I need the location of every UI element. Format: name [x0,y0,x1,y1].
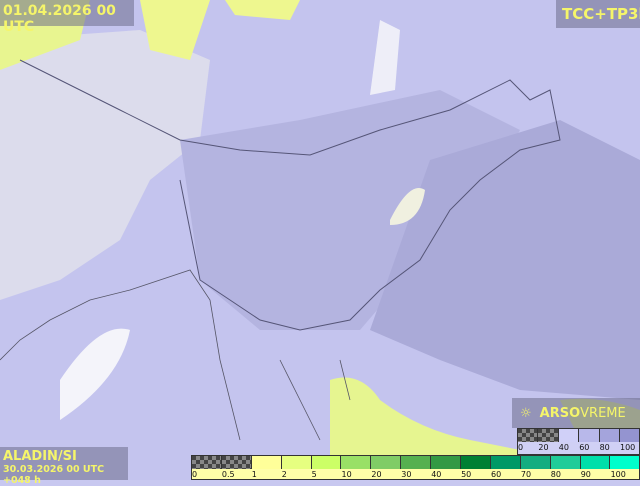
legend-tick-label: 2 [281,470,287,479]
model-run-label: ALADIN/SI 30.03.2026 00 UTC +048 h [0,447,128,486]
legend-tick-label: 1 [251,470,257,479]
legend-swatch [558,429,580,442]
legend-swatch [599,429,620,442]
legend-swatch [610,456,640,469]
legend-swatch [550,456,581,469]
legend-swatch [538,429,559,442]
arso-brand: ☼ ARSOVREME [512,398,640,428]
legend-tick-label: 90 [580,470,591,479]
sun-cloud-icon: ☼ [520,405,532,421]
legend-tick-label: 20 [538,443,549,452]
legend-tick-label: 20 [371,470,382,479]
clear-patch [60,328,130,420]
border-line [19,59,561,331]
run-time: 30.03.2026 00 UTC +048 h [3,464,105,486]
model-name: ALADIN/SI [3,449,77,464]
legend-tick-label: 30 [401,470,412,479]
legend-swatch [401,456,432,469]
legend-tick-label: 100 [620,443,636,452]
legend-tick-label: 0.5 [221,470,235,479]
legend-swatch [579,429,600,442]
legend-tick-label: 60 [579,443,590,452]
legend-tick-label: 5 [311,470,317,479]
legend-swatch [192,456,222,469]
legend-tick-label: 80 [550,470,561,479]
cloud-cover-legend: 0 20 40 60 80 100 [517,428,640,455]
legend-tick-label: 80 [599,443,610,452]
precipitation-legend: 0 0.5 1 2 5 10 20 30 40 50 60 70 80 90 100 [191,455,640,480]
legend-swatch [221,456,252,469]
legend-swatch [619,429,640,442]
legend-swatch [251,456,282,469]
legend-tick-label: 10 [341,470,352,479]
legend-swatch [281,456,312,469]
legend-swatch [431,456,462,469]
precip-area-south [330,377,520,480]
precip-area-north [225,0,300,20]
legend-tick-label: 40 [431,470,442,479]
legend-swatch [461,456,491,469]
legend-swatch [311,456,342,469]
legend-tick-label: 50 [461,470,472,479]
legend-swatch [580,456,611,469]
legend-tick-label: 40 [558,443,569,452]
legend-swatch [371,456,402,469]
clear-patch [390,188,425,225]
precip-area-north [140,0,210,60]
legend-tick-label: 60 [491,470,502,479]
valid-time-label: 01.04.2026 00 UTC [0,0,134,35]
legend-tick-label: 0 [192,470,198,479]
cloud-area-east [370,120,640,400]
brand-light: VREME [580,405,626,421]
clear-patch [370,20,400,95]
cloud-area-central [180,90,520,330]
legend-tick-label: 0 [518,443,524,452]
legend-swatch [520,456,551,469]
coastline [0,269,351,441]
legend-tick-label: 70 [520,470,532,479]
brand-bold: ARSO [539,405,581,421]
legend-swatch [518,429,539,442]
legend-swatch [490,456,521,469]
product-label: TCC+TP3h [556,0,640,28]
cloud-area-west [0,30,210,300]
legend-tick-label: 100 [610,470,626,479]
legend-swatch [341,456,372,469]
